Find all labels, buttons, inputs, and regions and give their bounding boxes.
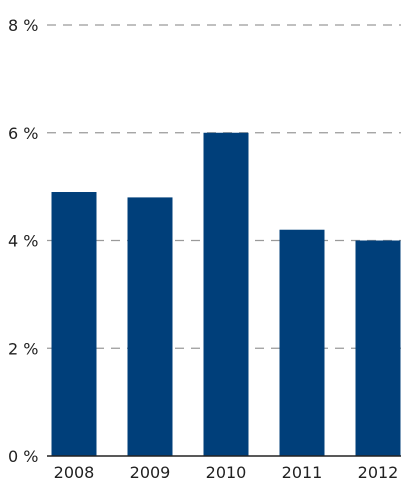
x-tick-label: 2009 xyxy=(130,463,171,482)
bar-2012 xyxy=(355,240,401,456)
y-tick-label: 8 % xyxy=(8,16,38,35)
y-axis-ticks: 0 % 2 % 4 % 6 % 8 % xyxy=(8,16,38,466)
x-axis-ticks: 2008 2009 2010 2011 2012 xyxy=(54,463,399,482)
y-tick-label: 6 % xyxy=(8,124,38,143)
x-tick-label: 2012 xyxy=(358,463,399,482)
bar-2011 xyxy=(279,229,325,456)
bars xyxy=(51,132,401,456)
bar-2010 xyxy=(203,132,249,456)
y-tick-label: 2 % xyxy=(8,339,38,358)
x-tick-label: 2010 xyxy=(206,463,247,482)
x-tick-label: 2008 xyxy=(54,463,95,482)
y-tick-label: 0 % xyxy=(8,447,38,466)
bar-2009 xyxy=(127,197,173,456)
x-tick-label: 2011 xyxy=(282,463,323,482)
y-tick-label: 4 % xyxy=(8,232,38,251)
bar-2008 xyxy=(51,192,97,456)
